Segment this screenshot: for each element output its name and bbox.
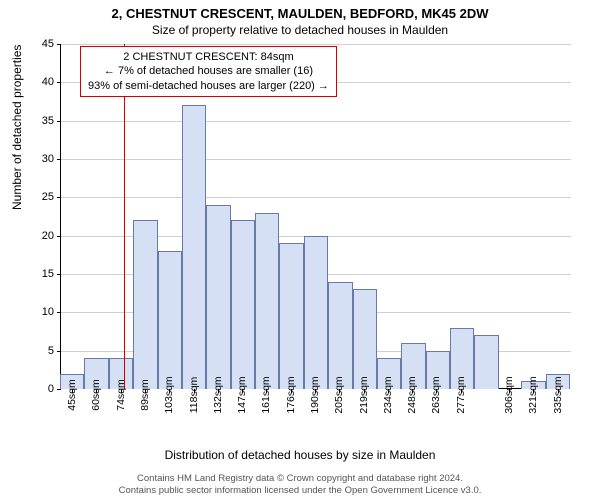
histogram-bar [206, 205, 230, 389]
x-tick-label: 74sqm [115, 379, 127, 411]
x-tick-cell: 132sqm [206, 389, 230, 449]
x-tick-label: 60sqm [90, 379, 102, 411]
histogram-bar [182, 105, 206, 389]
x-tick-cell: 74sqm [109, 389, 133, 449]
histogram-bar [328, 282, 352, 389]
footer-line1: Contains HM Land Registry data © Crown c… [0, 473, 600, 484]
infobox-line1: 2 CHESTNUT CRESCENT: 84sqm [88, 50, 329, 64]
footer-line2: Contains public sector information licen… [0, 485, 600, 496]
histogram-bar [279, 243, 303, 389]
x-tick-label: 190sqm [309, 376, 321, 413]
x-tick-label: 147sqm [236, 376, 248, 413]
x-tick-label: 234sqm [382, 376, 394, 413]
x-tick-cell: 118sqm [181, 389, 205, 449]
y-tick-label: 25 [24, 191, 54, 203]
infobox-line3: 93% of semi-detached houses are larger (… [88, 79, 329, 93]
y-tick-label: 15 [24, 268, 54, 280]
x-tick-cell: 147sqm [230, 389, 254, 449]
x-tick-label: 277sqm [455, 376, 467, 413]
x-tick-cell: 103sqm [157, 389, 181, 449]
x-tick-label: 248sqm [406, 376, 418, 413]
y-tick-label: 10 [24, 306, 54, 318]
x-tick-cell: 277sqm [449, 389, 473, 449]
x-tick-label: 306sqm [503, 376, 515, 413]
x-tick-cell: 234sqm [376, 389, 400, 449]
x-tick-cell: 306sqm [497, 389, 521, 449]
histogram-bar [231, 220, 255, 389]
x-tick-cell: 335sqm [546, 389, 570, 449]
x-tick-label: 263sqm [430, 376, 442, 413]
y-tick-label: 45 [24, 38, 54, 50]
x-tick-label: 321sqm [527, 376, 539, 413]
x-tick-cell [473, 389, 497, 449]
x-tick-cell: 219sqm [351, 389, 375, 449]
x-tick-label: 219sqm [358, 376, 370, 413]
histogram-bar [474, 335, 498, 389]
x-tick-label: 205sqm [333, 376, 345, 413]
y-axis-label: Number of detached properties [10, 45, 24, 210]
infobox-line2: ← 7% of detached houses are smaller (16) [88, 64, 329, 78]
x-tick-label: 132sqm [212, 376, 224, 413]
chart-container: 2, CHESTNUT CRESCENT, MAULDEN, BEDFORD, … [0, 0, 600, 500]
histogram-bar [304, 236, 328, 389]
chart-title: 2, CHESTNUT CRESCENT, MAULDEN, BEDFORD, … [0, 0, 600, 21]
x-tick-cell: 321sqm [521, 389, 545, 449]
x-tick-cell: 263sqm [424, 389, 448, 449]
histogram-bar [158, 251, 182, 389]
x-tick-cell: 205sqm [327, 389, 351, 449]
x-tick-cell: 176sqm [279, 389, 303, 449]
histogram-bar [133, 220, 157, 389]
x-tick-label: 89sqm [139, 379, 151, 411]
x-tick-label: 161sqm [260, 376, 272, 413]
x-tick-label: 103sqm [163, 376, 175, 413]
chart-subtitle: Size of property relative to detached ho… [0, 21, 600, 37]
x-axis-label: Distribution of detached houses by size … [0, 448, 600, 462]
footer: Contains HM Land Registry data © Crown c… [0, 473, 600, 496]
y-tick-label: 5 [24, 345, 54, 357]
x-tick-cell: 45sqm [60, 389, 84, 449]
histogram-bar [255, 213, 279, 389]
y-tick-label: 30 [24, 153, 54, 165]
y-tick-label: 0 [24, 383, 54, 395]
x-tick-label: 335sqm [552, 376, 564, 413]
reference-info-box: 2 CHESTNUT CRESCENT: 84sqm ← 7% of detac… [80, 46, 337, 97]
histogram-bar [353, 289, 377, 389]
x-tick-cell: 248sqm [400, 389, 424, 449]
y-tick-label: 20 [24, 230, 54, 242]
x-tick-cell: 190sqm [303, 389, 327, 449]
x-tick-cell: 89sqm [133, 389, 157, 449]
x-tick-cell: 60sqm [84, 389, 108, 449]
x-tick-label: 45sqm [66, 379, 78, 411]
x-tick-label: 118sqm [188, 377, 200, 414]
y-tick-label: 35 [24, 115, 54, 127]
y-tick-label: 40 [24, 76, 54, 88]
x-tick-label: 176sqm [285, 376, 297, 413]
x-tick-cell: 161sqm [254, 389, 278, 449]
